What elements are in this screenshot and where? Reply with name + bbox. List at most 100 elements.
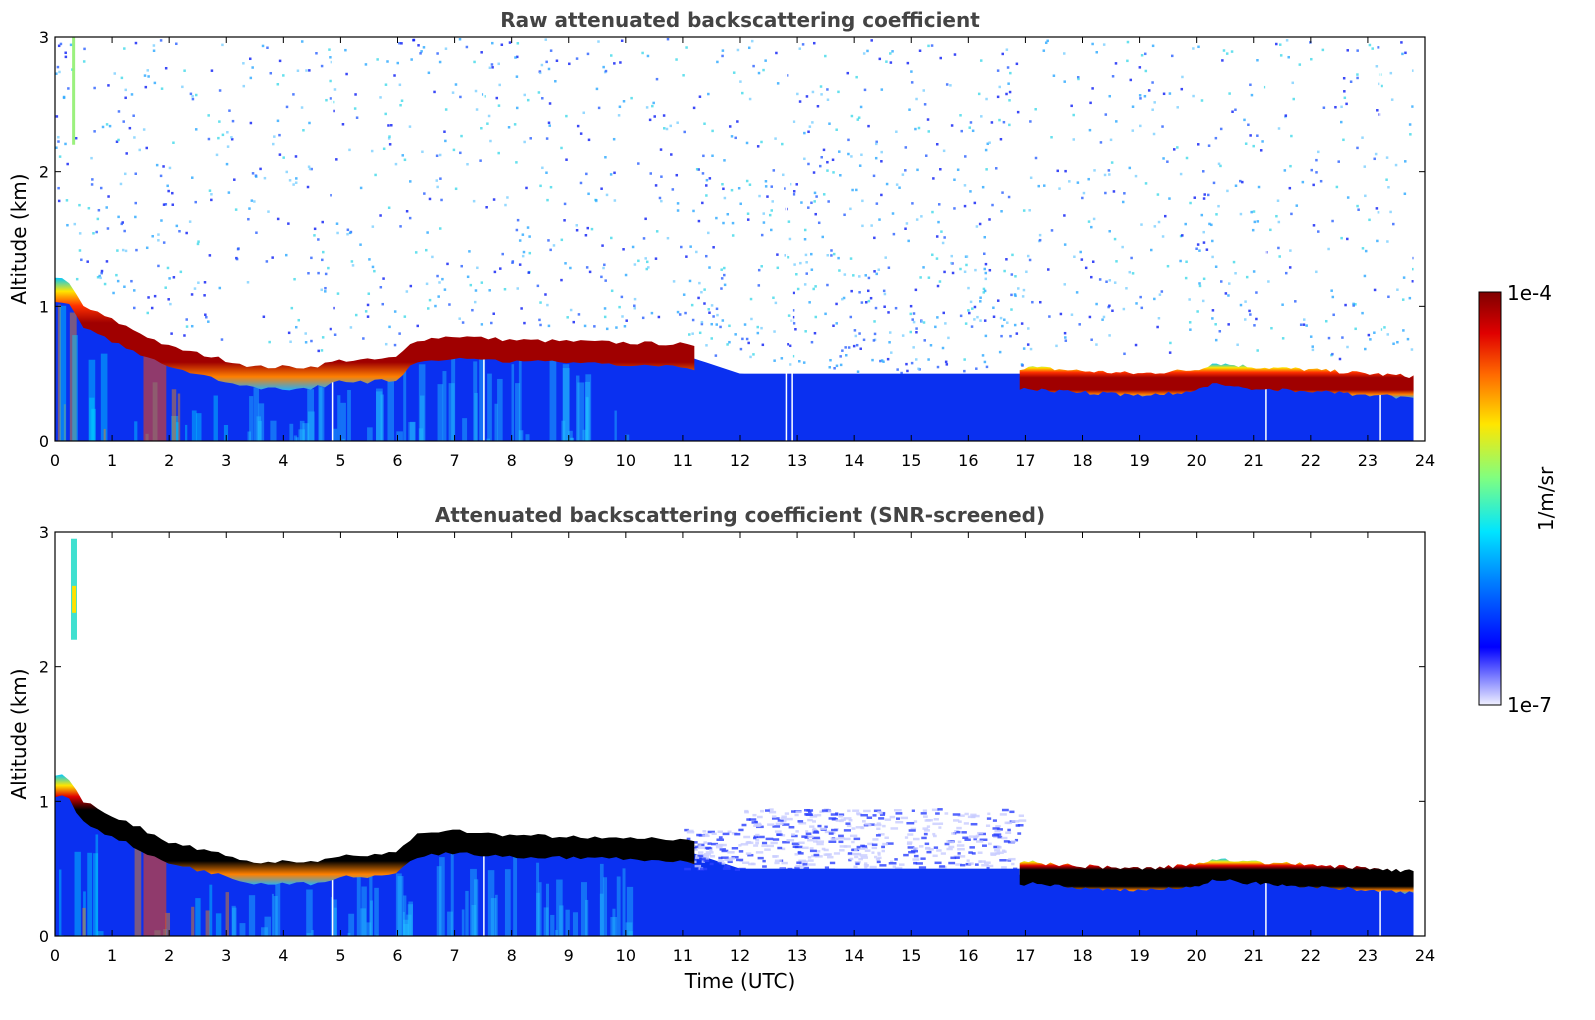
aerosol-streak	[473, 361, 478, 441]
data-gap	[331, 37, 334, 441]
noise-speckle	[1021, 295, 1025, 298]
noise-speckle	[384, 83, 388, 86]
noise-speckle	[1275, 42, 1278, 46]
cloud-return	[921, 836, 927, 840]
cloud-return	[793, 810, 802, 814]
noise-speckle	[1005, 48, 1009, 51]
noise-speckle	[710, 337, 713, 340]
noise-speckle	[1197, 143, 1200, 146]
cloud-return	[833, 852, 841, 855]
cloud-return	[992, 819, 997, 822]
noise-speckle	[1356, 146, 1359, 150]
cloud-return	[855, 862, 860, 866]
cloud-return	[973, 837, 977, 841]
noise-speckle	[546, 303, 549, 307]
noise-speckle	[271, 256, 274, 259]
cloud-return	[923, 832, 928, 836]
cloud-return	[952, 813, 961, 816]
noise-speckle	[1200, 213, 1204, 217]
noise-speckle	[988, 268, 992, 272]
cloud-return	[684, 867, 691, 871]
cloud-return	[1018, 819, 1027, 822]
noise-speckle	[203, 281, 207, 284]
noise-speckle	[541, 97, 544, 100]
noise-speckle	[909, 312, 913, 316]
noise-speckle	[585, 266, 589, 269]
noise-speckle	[1168, 351, 1172, 354]
cloud-return	[895, 817, 900, 820]
noise-speckle	[1394, 163, 1398, 167]
cloud-return	[872, 814, 877, 817]
noise-speckle	[586, 226, 590, 230]
noise-speckle	[1185, 260, 1188, 264]
noise-speckle	[308, 69, 311, 72]
noise-speckle	[653, 115, 656, 118]
noise-speckle	[1038, 238, 1042, 242]
noise-speckle	[335, 158, 338, 161]
cloud-return	[1007, 828, 1011, 832]
noise-speckle	[861, 224, 864, 228]
cloud-return	[686, 837, 691, 841]
noise-speckle	[74, 136, 78, 140]
noise-speckle	[1239, 303, 1243, 307]
noise-speckle	[55, 72, 58, 75]
noise-speckle	[750, 317, 753, 321]
aerosol-streak	[165, 912, 171, 936]
cloud-return	[986, 864, 994, 868]
noise-speckle	[866, 49, 869, 53]
cloud-return	[853, 837, 861, 841]
noise-speckle	[67, 87, 70, 90]
cloud-return	[877, 853, 881, 856]
noise-speckle	[757, 284, 761, 287]
cloud-return	[957, 847, 965, 851]
cloud-return	[727, 860, 733, 864]
noise-speckle	[515, 161, 518, 164]
aerosol-streak	[408, 901, 413, 936]
noise-speckle	[310, 256, 313, 260]
noise-speckle	[446, 262, 449, 266]
noise-speckle	[1363, 274, 1367, 278]
noise-speckle	[835, 302, 838, 306]
cloud-return	[888, 862, 897, 865]
noise-speckle	[1131, 272, 1135, 275]
cloud-return	[716, 838, 725, 842]
aerosol-layer-band	[1019, 858, 1414, 895]
x-tick-label: 11	[673, 946, 693, 965]
cloud-return	[946, 847, 953, 851]
cloud-return	[799, 865, 805, 868]
noise-speckle	[55, 115, 59, 118]
cloud-return	[755, 838, 760, 842]
cloud-return	[791, 810, 796, 813]
noise-speckle	[894, 306, 898, 310]
noise-speckle	[1251, 228, 1255, 232]
noise-speckle	[842, 296, 846, 300]
cloud-return	[955, 863, 963, 866]
noise-speckle	[1195, 247, 1198, 250]
noise-speckle	[889, 61, 893, 64]
noise-speckle	[548, 124, 551, 127]
noise-speckle	[116, 279, 120, 283]
noise-speckle	[575, 228, 579, 232]
cloud-return	[734, 868, 743, 871]
noise-speckle	[808, 301, 811, 304]
noise-speckle	[700, 322, 704, 326]
noise-speckle	[625, 319, 628, 322]
noise-speckle	[344, 48, 347, 52]
noise-speckle	[324, 286, 327, 290]
noise-speckle	[702, 154, 705, 158]
aerosol-streak	[367, 427, 373, 441]
noise-speckle	[526, 226, 530, 229]
noise-speckle	[327, 266, 330, 270]
noise-speckle	[1400, 41, 1403, 44]
aerosol-streak	[586, 397, 589, 441]
noise-speckle	[58, 155, 62, 158]
noise-speckle	[552, 244, 556, 247]
aerosol-streak	[293, 435, 298, 441]
noise-speckle	[564, 262, 567, 265]
noise-speckle	[1270, 326, 1273, 330]
noise-speckle	[1139, 124, 1142, 128]
cloud-return	[899, 863, 905, 866]
aerosol-streak	[195, 413, 202, 441]
noise-speckle	[1092, 217, 1096, 221]
noise-speckle	[1068, 180, 1071, 183]
